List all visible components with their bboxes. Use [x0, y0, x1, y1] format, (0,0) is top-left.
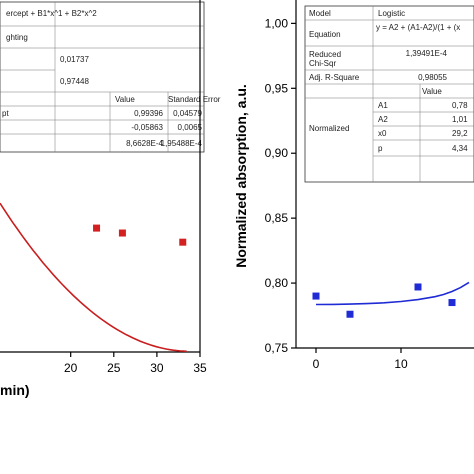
right-data-point	[414, 283, 422, 291]
right-table-border	[304, 5, 474, 183]
right-fit-curve	[315, 281, 470, 306]
right-y-tick-label: 0,75	[265, 341, 289, 355]
right-table-group-label: Normalized	[309, 124, 349, 133]
right-table-param-value: 0,78	[452, 101, 468, 110]
left-x-axis-label: min)	[0, 382, 30, 398]
left-table-param-se: 1,95488E-4	[161, 139, 203, 148]
left-chart: ercept + B1*x^1 + B2*x^2 ghting 0,01737 …	[0, 0, 221, 398]
right-table-equation-value: y = A2 + (A1-A2)/(1 + (x	[376, 23, 460, 32]
left-x-tick-label: 30	[150, 361, 164, 375]
right-table-param-value: 4,34	[452, 144, 468, 153]
right-table-param-value: 29,2	[452, 129, 468, 138]
left-x-ticks: 20 25 30 35	[64, 352, 207, 375]
right-data-point	[312, 292, 320, 300]
right-points	[312, 283, 456, 318]
right-chart: 0,75 0,80 0,85 0,90 0,95 1,00 0 10 Model Logis…	[233, 0, 474, 371]
left-table-param-se: 0,0065	[178, 123, 203, 132]
left-table-r2: 0,97448	[60, 77, 89, 86]
left-table-param-value: 0,99396	[134, 109, 163, 118]
left-table-chisqr: 0,01737	[60, 55, 89, 64]
left-x-tick-label: 25	[107, 361, 121, 375]
right-table-param-value: 1,01	[452, 115, 468, 124]
right-data-point	[448, 299, 456, 307]
left-fit-table: ercept + B1*x^1 + B2*x^2 ghting 0,01737 …	[0, 1, 221, 153]
left-points	[93, 224, 187, 246]
right-y-axis-label: Normalized absorption, a.u.	[233, 84, 249, 268]
left-table-se-header: Standard Error	[168, 95, 221, 104]
left-table-value-header: Value	[115, 95, 135, 104]
right-table-param-name: x0	[378, 129, 387, 138]
right-table-param-name: A1	[378, 101, 388, 110]
right-y-tick-label: 0,95	[265, 81, 289, 95]
right-table-equation-label: Equation	[309, 30, 341, 39]
right-y-tick-label: 0,80	[265, 276, 289, 290]
left-data-point	[118, 229, 126, 237]
right-table-model-value: Logistic	[378, 9, 405, 18]
right-table-model-label: Model	[309, 9, 331, 18]
right-table-r2-label: Adj. R-Square	[309, 73, 360, 82]
right-table-param-name: p	[378, 144, 383, 153]
right-y-tick-label: 0,90	[265, 146, 289, 160]
right-table-chisqr-value: 1,39491E-4	[406, 49, 448, 58]
left-data-point	[93, 224, 101, 232]
right-x-tick-label: 10	[394, 357, 408, 371]
left-table-param-value: 8,6628E-4	[126, 139, 163, 148]
right-data-point	[346, 310, 354, 318]
right-table-value-header: Value	[422, 87, 442, 96]
right-y-tick-label: 0,85	[265, 211, 289, 225]
left-table-equation: ercept + B1*x^1 + B2*x^2	[6, 9, 97, 18]
left-table-param-name: pt	[2, 109, 9, 118]
left-table-border	[0, 1, 205, 153]
left-data-point	[179, 238, 187, 246]
left-x-tick-label: 35	[193, 361, 207, 375]
left-table-weighting: ghting	[6, 33, 28, 42]
right-table-r2-value: 0,98055	[418, 73, 447, 82]
right-table-chisqr-label: Reduced Chi-Sqr	[309, 50, 341, 68]
right-table-param-name: A2	[378, 115, 388, 124]
right-y-tick-label: 1,00	[265, 16, 289, 30]
right-x-tick-label: 0	[313, 357, 320, 371]
left-table-param-se: 0,04579	[173, 109, 202, 118]
right-x-ticks: 0 10	[313, 348, 408, 371]
left-fit-curve	[0, 202, 187, 353]
right-fit-table: Model Logistic Equation y = A2 + (A1-A2)…	[304, 5, 474, 183]
left-table-param-value: -0,05863	[131, 123, 163, 132]
right-y-ticks: 0,75 0,80 0,85 0,90 0,95 1,00	[265, 16, 296, 355]
left-x-tick-label: 20	[64, 361, 78, 375]
